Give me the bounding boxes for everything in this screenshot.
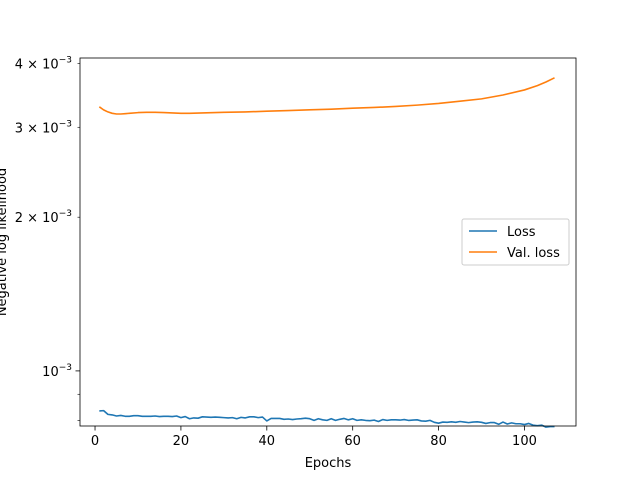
- y-tick-label: 10−3: [42, 363, 72, 380]
- y-axis: 10−3 2 × 10−3 3 × 10−3 4 × 10−3: [15, 55, 80, 421]
- series-line-0: [99, 409, 555, 428]
- series-line-1: [98, 77, 555, 115]
- y-tick-label: 2 × 10−3: [15, 209, 72, 226]
- x-tick-label: 40: [259, 434, 276, 449]
- legend-label-val-loss: Val. loss: [507, 246, 560, 261]
- legend-label-loss: Loss: [507, 225, 536, 240]
- series-layer: [98, 77, 555, 428]
- x-axis: 0 20 40 60 80 100: [91, 426, 537, 449]
- y-tick-label: 3 × 10−3: [15, 119, 72, 136]
- x-axis-label: Epochs: [305, 456, 352, 471]
- plot-frame: [79, 57, 577, 427]
- y-tick-label: 4 × 10−3: [15, 55, 72, 72]
- x-tick-label: 0: [91, 434, 99, 449]
- x-tick-label: 100: [512, 434, 537, 449]
- legend: Loss Val. loss: [461, 218, 570, 266]
- x-tick-label: 60: [344, 434, 361, 449]
- x-tick-label: 20: [173, 434, 190, 449]
- x-tick-label: 80: [430, 434, 447, 449]
- y-axis-label: Negative log likelihood: [0, 168, 10, 316]
